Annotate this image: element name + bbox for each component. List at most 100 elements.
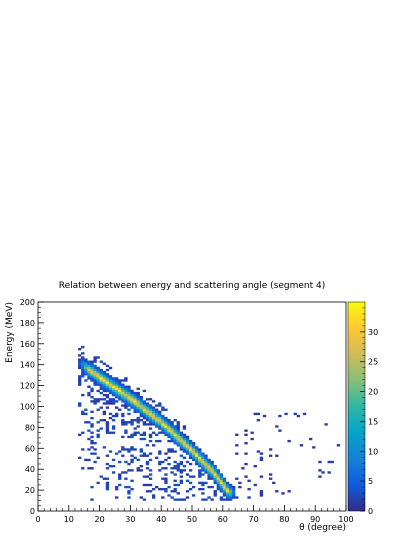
heatmap-cell <box>127 385 131 388</box>
heatmap-cell <box>161 496 165 499</box>
heatmap-cell <box>127 469 131 472</box>
heatmap-cell <box>173 465 177 468</box>
heatmap-cell <box>121 419 125 422</box>
heatmap-cell <box>87 360 91 363</box>
heatmap-cell <box>232 490 236 493</box>
heatmap-cell <box>216 485 220 489</box>
heatmap-cell <box>81 410 85 414</box>
heatmap-cell <box>105 423 110 426</box>
heatmap-cell <box>142 431 147 434</box>
heatmap-cell <box>198 460 202 464</box>
heatmap-cell <box>207 465 211 468</box>
heatmap-cell <box>105 402 110 405</box>
heatmap-cell <box>108 383 113 386</box>
heatmap-cell <box>142 475 147 478</box>
heatmap-cell <box>87 373 91 376</box>
heatmap-cell <box>118 389 122 393</box>
heatmap-cell <box>170 471 174 474</box>
y-tick-label: 180 <box>20 319 35 328</box>
heatmap-cell <box>118 387 122 391</box>
heatmap-cell <box>207 471 211 474</box>
heatmap-cell <box>99 368 103 372</box>
heatmap-cell <box>93 460 97 464</box>
y-tick-label: 0 <box>30 507 35 516</box>
heatmap-cell <box>161 414 165 418</box>
heatmap-cell <box>232 494 236 497</box>
heatmap-cell <box>210 475 214 478</box>
heatmap-cell <box>225 498 230 501</box>
heatmap-cell <box>96 383 100 386</box>
heatmap-cell <box>182 444 187 447</box>
heatmap-cell <box>259 492 264 495</box>
heatmap-cell <box>182 433 187 437</box>
heatmap-cell <box>296 414 301 418</box>
heatmap-cell <box>185 479 190 482</box>
heatmap-cell <box>207 467 211 470</box>
colorbar-tick-label: 30 <box>368 328 378 337</box>
heatmap-cell <box>108 465 113 468</box>
heatmap-cell <box>108 416 113 420</box>
heatmap-cell <box>121 385 125 388</box>
y-tick-label: 40 <box>25 465 35 474</box>
heatmap-cell <box>102 387 107 391</box>
heatmap-cell <box>161 419 165 422</box>
heatmap-cell <box>275 454 279 457</box>
heatmap-cell <box>173 498 177 501</box>
heatmap-cell <box>182 435 187 439</box>
heatmap-cell <box>130 400 134 403</box>
colorbar-tick-label: 0 <box>368 507 373 516</box>
heatmap-cell <box>130 398 134 401</box>
heatmap-cell <box>105 462 110 466</box>
heatmap-cell <box>210 498 214 501</box>
heatmap-cell <box>78 402 82 405</box>
heatmap-cell <box>176 423 180 426</box>
heatmap-cell <box>127 435 131 439</box>
heatmap-cell <box>164 433 168 437</box>
heatmap-cell <box>188 439 193 443</box>
heatmap-cell <box>213 473 217 476</box>
heatmap-cell <box>232 492 236 495</box>
heatmap-cell <box>148 408 153 411</box>
heatmap-cell <box>111 414 116 418</box>
heatmap-cell <box>155 421 159 424</box>
colorbar-tick-label: 25 <box>368 358 378 367</box>
heatmap-cell <box>188 488 193 491</box>
heatmap-cell <box>185 442 190 445</box>
heatmap-cell <box>118 381 122 384</box>
heatmap-cell <box>170 433 174 437</box>
heatmap-cell <box>182 450 187 453</box>
heatmap-cell <box>136 469 140 472</box>
heatmap-cell <box>99 377 103 380</box>
heatmap-cell <box>111 387 116 391</box>
heatmap-cell <box>87 421 91 424</box>
heatmap-cell <box>164 427 168 430</box>
heatmap-cell <box>312 446 316 449</box>
heatmap-cell <box>219 488 224 491</box>
heatmap-cell <box>133 404 137 407</box>
x-axis-label: θ (degree) <box>299 523 346 533</box>
heatmap-cell <box>204 454 208 457</box>
heatmap-cell <box>124 387 128 391</box>
heatmap-cell <box>139 469 143 472</box>
heatmap-cell <box>142 410 147 414</box>
heatmap-cell <box>115 488 119 491</box>
heatmap-cell <box>111 385 116 388</box>
heatmap-cell <box>87 393 91 397</box>
heatmap-cell <box>121 471 125 474</box>
heatmap-cell <box>269 448 273 451</box>
heatmap-cell <box>130 421 134 424</box>
heatmap-cell <box>93 364 97 368</box>
heatmap-cell <box>151 444 156 447</box>
heatmap-cell <box>84 408 88 411</box>
heatmap-cell <box>201 488 205 491</box>
heatmap-cell <box>155 408 159 411</box>
heatmap-cell <box>90 452 94 455</box>
heatmap-cell <box>155 456 159 459</box>
heatmap-cell <box>225 496 230 499</box>
heatmap-cell <box>139 454 143 457</box>
heatmap-cell <box>102 393 107 397</box>
y-tick-label: 200 <box>20 298 35 307</box>
heatmap-cell <box>96 408 100 411</box>
heatmap-cell <box>142 454 147 457</box>
heatmap-cell <box>81 352 85 355</box>
